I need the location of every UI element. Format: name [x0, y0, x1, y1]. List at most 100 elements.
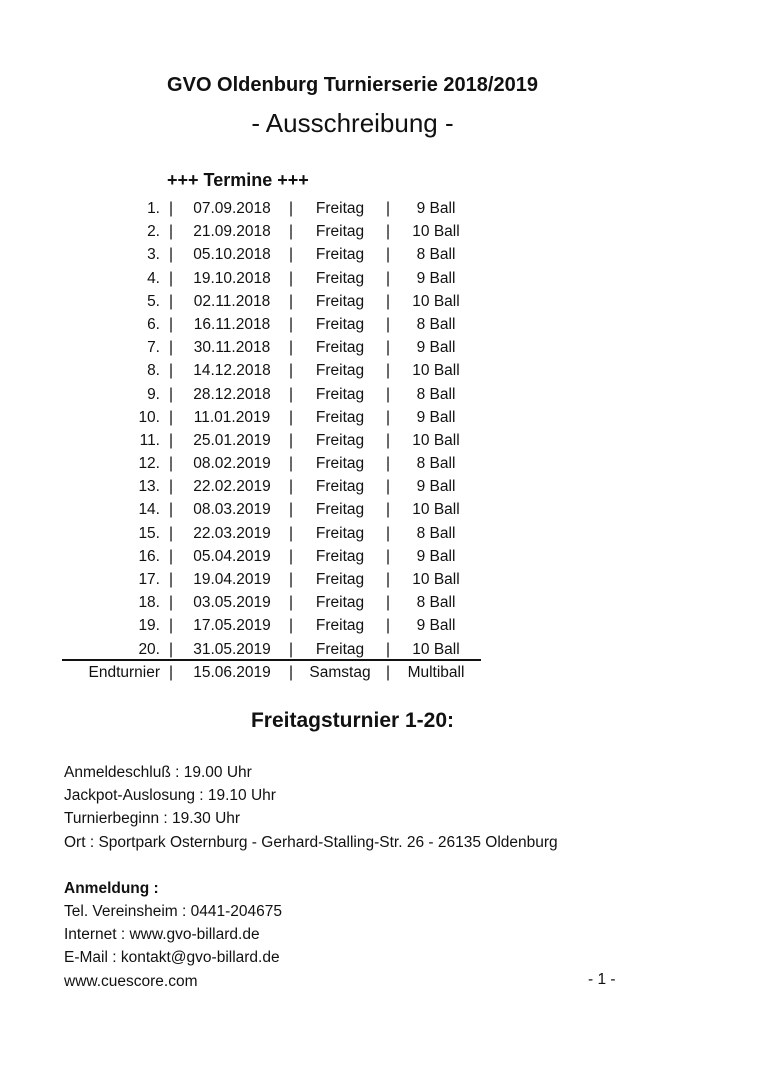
table-row: 11. | 25.01.2019 | Freitag | 10 Ball — [0, 429, 760, 452]
table-row: 18. | 03.05.2019 | Freitag | 8 Ball — [0, 591, 760, 614]
row-day: Freitag — [315, 223, 365, 241]
row-day: Freitag — [315, 362, 365, 380]
row-number: 17. — [138, 571, 160, 588]
row-number: 4. — [147, 269, 160, 287]
row-day: Freitag — [315, 501, 365, 519]
row-day: Freitag — [315, 524, 365, 542]
table-row: 13. | 22.02.2019 | Freitag | 9 Ball — [0, 475, 760, 498]
row-day: Freitag — [315, 339, 365, 357]
separator: | — [386, 594, 391, 612]
table-row: 4. | 19.10.2018 | Freitag | 9 Ball — [0, 267, 760, 290]
separator: | — [289, 571, 294, 588]
row-game-type: 8 Ball — [416, 246, 456, 264]
separator: | — [289, 315, 294, 333]
row-day: Freitag — [315, 431, 365, 449]
row-day: Freitag — [315, 547, 365, 565]
row-game-type: 9 Ball — [416, 200, 456, 217]
separator: | — [386, 246, 391, 264]
separator: | — [386, 408, 391, 426]
row-game-type: 8 Ball — [416, 455, 456, 473]
detail-line: Turnierbeginn : 19.30 Uhr — [64, 810, 241, 827]
row-game-type: 9 Ball — [416, 269, 456, 287]
separator: | — [289, 640, 294, 658]
table-row: 6. | 16.11.2018 | Freitag | 8 Ball — [0, 313, 760, 336]
detail-line: Ort : Sportpark Osternburg - Gerhard-Sta… — [64, 834, 558, 851]
table-row: 15. | 22.03.2019 | Freitag | 8 Ball — [0, 522, 760, 545]
separator: | — [289, 594, 294, 612]
detail-line: Anmeldeschluß : 19.00 Uhr — [64, 764, 252, 781]
row-date: 08.03.2019 — [193, 501, 271, 519]
separator: | — [289, 223, 294, 241]
row-day: Freitag — [315, 594, 365, 612]
separator: | — [386, 501, 391, 519]
row-game-type: 10 Ball — [412, 571, 460, 588]
registration-heading: Anmeldung : — [64, 880, 159, 897]
row-game-type: 8 Ball — [416, 385, 456, 403]
separator: | — [386, 362, 391, 380]
row-number: 3. — [147, 246, 160, 264]
separator: | — [386, 385, 391, 403]
separator: | — [169, 339, 174, 357]
row-date: 05.04.2019 — [193, 547, 271, 565]
separator: | — [169, 478, 174, 496]
row-date: 19.10.2018 — [193, 269, 271, 287]
table-row: 20. | 31.05.2019 | Freitag | 10 Ball — [0, 638, 760, 661]
document-title: GVO Oldenburg Turnierserie 2018/2019 — [167, 74, 538, 96]
row-day: Freitag — [315, 478, 365, 496]
separator: | — [386, 223, 391, 241]
row-date: 28.12.2018 — [193, 385, 271, 403]
document-subtitle: - Ausschreibung - — [251, 108, 454, 138]
row-date: 14.12.2018 — [193, 362, 271, 380]
separator: | — [386, 547, 391, 565]
separator: | — [386, 478, 391, 496]
row-date: 30.11.2018 — [193, 339, 271, 357]
row-game-type: 9 Ball — [416, 478, 456, 496]
row-date: 11.01.2019 — [193, 408, 271, 426]
schedule-table: 1. | 07.09.2018 | Freitag | 9 Ball 2. | 21.09.201… — [0, 197, 760, 661]
separator: | — [169, 292, 174, 310]
row-number: 18. — [138, 594, 160, 612]
separator: | — [386, 315, 391, 333]
row-day: Freitag — [315, 246, 365, 264]
separator: | — [386, 524, 391, 542]
separator: | — [289, 292, 294, 310]
row-number: 5. — [147, 292, 160, 310]
table-row: 7. | 30.11.2018 | Freitag | 9 Ball — [0, 336, 760, 359]
table-row: 3. | 05.10.2018 | Freitag | 8 Ball — [0, 243, 760, 266]
row-number: 19. — [138, 617, 160, 635]
row-date: 22.02.2019 — [193, 478, 271, 496]
separator: | — [169, 640, 174, 658]
separator: | — [169, 246, 174, 264]
page-number: - 1 - — [588, 971, 616, 988]
separator: | — [289, 478, 294, 496]
row-game-type: 10 Ball — [412, 501, 460, 519]
section-heading: Freitagsturnier 1-20: — [250, 709, 455, 732]
separator: | — [169, 571, 174, 588]
row-day: Freitag — [315, 385, 365, 403]
separator: | — [289, 362, 294, 380]
table-row: 19. | 17.05.2019 | Freitag | 9 Ball — [0, 614, 760, 637]
row-number: 2. — [147, 223, 160, 241]
separator: | — [386, 292, 391, 310]
separator: | — [169, 362, 174, 380]
registration-line: Internet : www.gvo-billard.de — [64, 926, 260, 943]
table-row: 12. | 08.02.2019 | Freitag | 8 Ball — [0, 452, 760, 475]
row-number: 8. — [147, 362, 160, 380]
row-game-type: 8 Ball — [416, 315, 456, 333]
row-game-type: 10 Ball — [412, 640, 460, 658]
detail-line: Jackpot-Auslosung : 19.10 Uhr — [64, 787, 276, 804]
table-row: 16. | 05.04.2019 | Freitag | 9 Ball — [0, 545, 760, 568]
row-date: 15.06.2019 — [193, 664, 271, 681]
row-day: Freitag — [315, 408, 365, 426]
row-date: 03.05.2019 — [193, 594, 271, 612]
row-number: 1. — [147, 200, 160, 217]
separator: | — [169, 664, 174, 681]
row-game-type: 9 Ball — [416, 547, 456, 565]
row-number: 6. — [147, 315, 160, 333]
row-game-type: 9 Ball — [416, 617, 456, 635]
table-row: 8. | 14.12.2018 | Freitag | 10 Ball — [0, 359, 760, 382]
separator: | — [386, 571, 391, 588]
row-date: 22.03.2019 — [193, 524, 271, 542]
row-number: 10. — [138, 408, 160, 426]
row-day: Freitag — [315, 315, 365, 333]
